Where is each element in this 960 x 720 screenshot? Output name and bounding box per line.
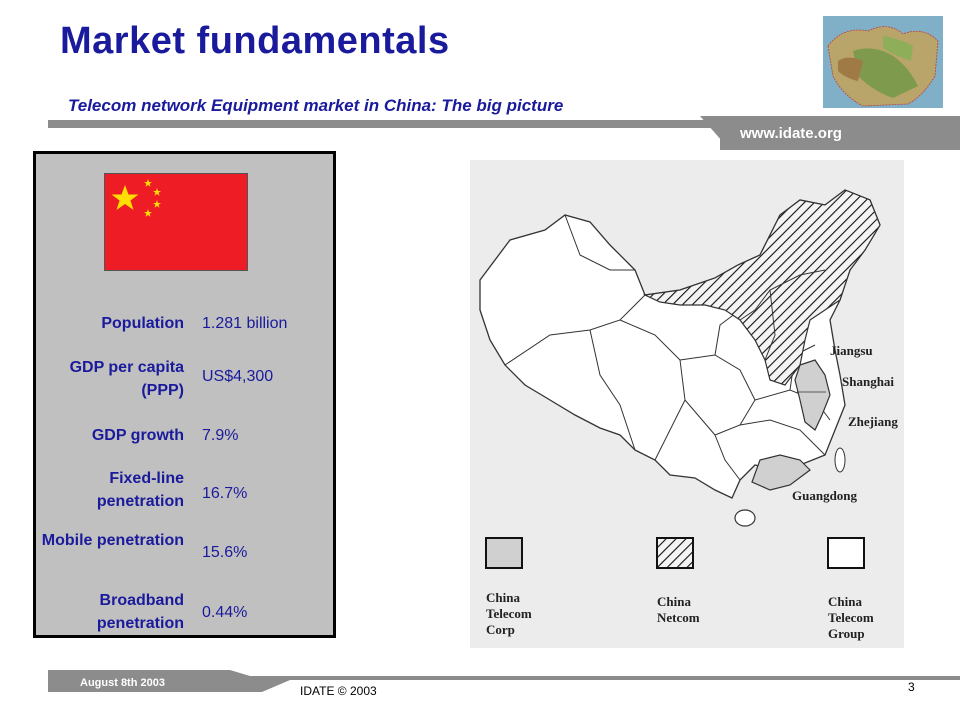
legend-swatch-netcom — [656, 537, 694, 569]
footer-brand-name: IDATE — [300, 684, 335, 698]
legend-label-telecom-group-3: Group — [828, 626, 865, 641]
country-facts-panel: Population 1.281 billion GDP per capita … — [33, 151, 336, 638]
guangdong-region — [751, 454, 811, 491]
legend-label-telecom-corp-2: Telecom — [486, 606, 532, 621]
page-subtitle: Telecom network Equipment market in Chin… — [68, 96, 564, 115]
fact-label-mobile: Mobile penetration — [41, 532, 184, 549]
footer-date: August 8th 2003 — [80, 677, 165, 689]
fact-value-fixed-line: 16.7% — [202, 485, 248, 502]
fact-value-broadband: 0.44% — [202, 604, 248, 621]
legend-label-telecom-group-2: Telecom — [828, 610, 874, 625]
label-jiangsu: Jiangsu — [830, 343, 873, 358]
label-guangdong: Guangdong — [792, 488, 858, 503]
netcom-region — [642, 189, 881, 386]
fact-label-broadband: Broadband penetration — [96, 592, 184, 632]
fact-label-gdp-per-capita: GDP per capita (PPP) — [69, 359, 184, 399]
china-map-thumbnail-image — [823, 16, 943, 108]
legend-label-netcom-2: Netcom — [657, 610, 700, 625]
fact-value-mobile: 15.6% — [202, 544, 248, 561]
legend-label-telecom-corp-1: China — [486, 590, 520, 605]
legend-swatch-telecom-corp — [485, 537, 523, 569]
label-zhejiang: Zhejiang — [848, 414, 898, 429]
legend-label-telecom-group-1: China — [828, 594, 862, 609]
fact-label-gdp-growth: GDP growth — [91, 427, 184, 444]
fact-label-population: Population — [101, 315, 184, 332]
china-flag-icon — [104, 173, 248, 271]
footer-copyright-year: © 2003 — [337, 684, 377, 698]
legend-label-netcom-1: China — [657, 594, 691, 609]
jiangsu-zhejiang-region — [794, 359, 831, 431]
fact-value-population: 1.281 billion — [202, 315, 288, 332]
website-url[interactable]: www.idate.org — [740, 125, 842, 142]
legend-label-telecom-corp-3: Corp — [486, 622, 515, 637]
fact-label-fixed-line: Fixed-line penetration — [96, 470, 184, 510]
footer-copyright: IDATE © 2003 — [300, 684, 377, 698]
legend-swatch-telecom-group — [827, 537, 865, 569]
label-shanghai: Shanghai — [842, 374, 894, 389]
fact-value-gdp-growth: 7.9% — [202, 427, 239, 444]
page-title: Market fundamentals — [60, 20, 450, 62]
china-operators-map: Jiangsu Shanghai Zhejiang Guangdong Chin… — [470, 160, 904, 648]
fact-value-gdp-per-capita: US$4,300 — [202, 368, 274, 385]
header-bar — [48, 116, 960, 150]
page-number: 3 — [908, 680, 915, 694]
